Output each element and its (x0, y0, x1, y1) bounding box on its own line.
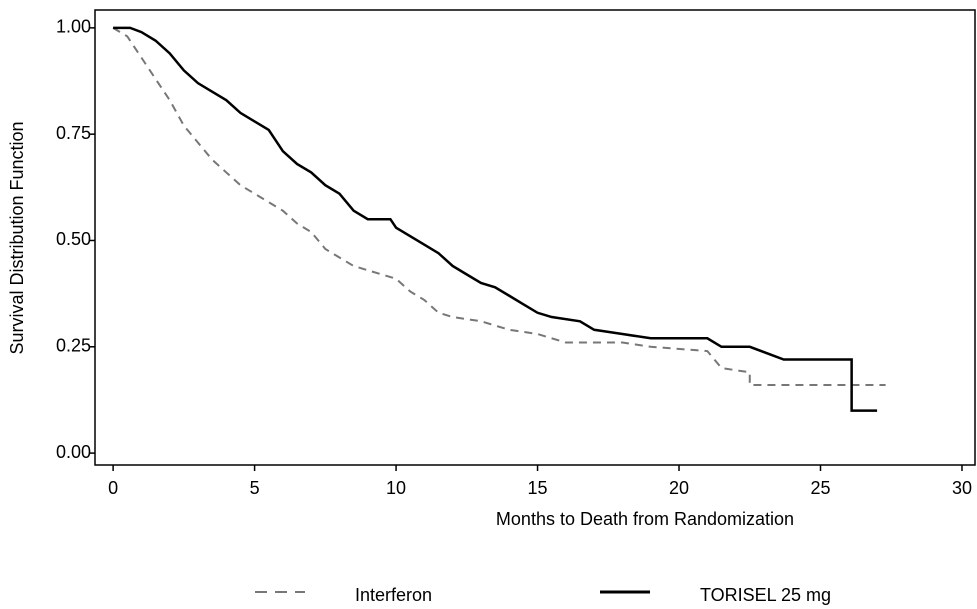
y-tick-label: 0.25 (56, 336, 91, 356)
x-tick-label: 10 (386, 478, 406, 498)
y-axis-label: Survival Distribution Function (7, 121, 27, 354)
y-tick-label: 0.75 (56, 123, 91, 143)
survival-curve (112, 27, 886, 387)
survival-curve (113, 26, 878, 412)
x-tick-label: 0 (108, 478, 118, 498)
legend-label: Interferon (355, 585, 432, 605)
x-tick-label: 20 (669, 478, 689, 498)
x-tick-label: 5 (250, 478, 260, 498)
x-axis-label: Months to Death from Randomization (496, 509, 794, 529)
plot-frame (94, 9, 976, 466)
y-tick-label: 1.00 (56, 17, 91, 37)
x-tick-label: 30 (952, 478, 972, 498)
legend-label: TORISEL 25 mg (700, 585, 831, 605)
x-tick-label: 15 (528, 478, 548, 498)
y-tick-label: 0.00 (56, 442, 91, 462)
y-tick-label: 0.50 (56, 229, 91, 249)
x-tick-label: 25 (810, 478, 830, 498)
